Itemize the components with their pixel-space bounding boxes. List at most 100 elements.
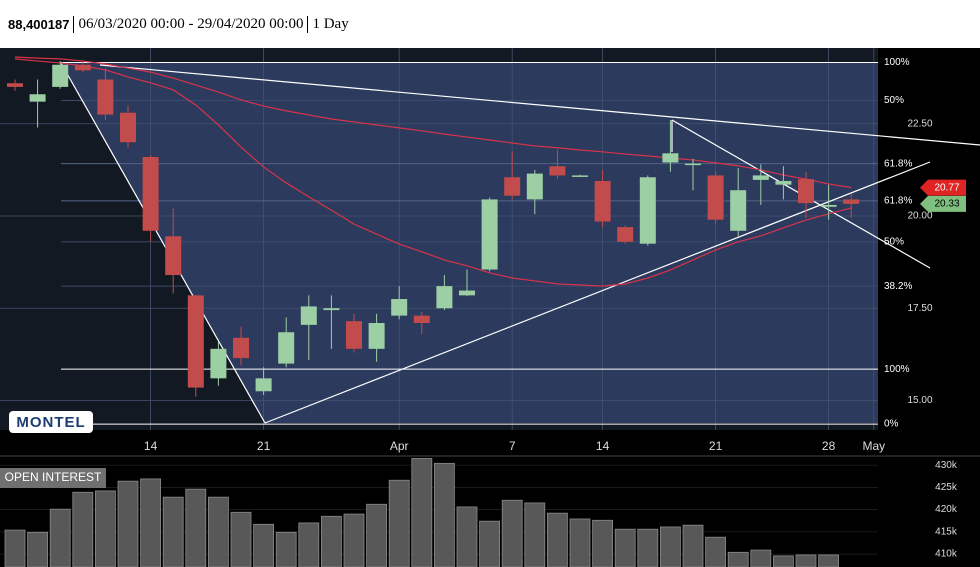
- axes: 14 21 Apr 7 14 21 28 May 15.00 17.50 20.00 22.50 100…: [144, 57, 966, 453]
- candle-body: [368, 323, 385, 349]
- logo-text: MONTEL: [16, 414, 85, 431]
- bar: [637, 528, 659, 567]
- candle-body: [413, 315, 430, 324]
- bar: [479, 520, 501, 567]
- bar: [388, 479, 410, 567]
- price-tag-label: 20.77: [934, 182, 959, 193]
- fib-zone: [61, 63, 878, 423]
- bar: [818, 554, 839, 567]
- y-tick-label: 20.00: [907, 211, 932, 222]
- bar: [547, 512, 568, 567]
- fib-label: 100%: [884, 57, 910, 68]
- x-tick-label: 21: [709, 439, 723, 453]
- bar: [411, 458, 433, 567]
- bar: [569, 518, 591, 567]
- fib-label: 50%: [884, 95, 904, 106]
- bar: [433, 462, 455, 567]
- price-tag-label: 20.33: [934, 198, 959, 209]
- bar: [117, 480, 139, 567]
- y-tick-label: 17.50: [907, 303, 932, 314]
- bar: [682, 524, 704, 567]
- moving-average-line: [14, 56, 852, 189]
- candle-body: [29, 94, 46, 102]
- y-tick-label: 425k: [935, 482, 958, 493]
- moving-averages: [14, 56, 852, 287]
- bar: [275, 531, 297, 567]
- bar: [343, 513, 365, 567]
- bar: [592, 519, 613, 567]
- bar: [456, 506, 478, 567]
- bar: [795, 554, 817, 567]
- y-tick-label: 430k: [935, 460, 958, 471]
- bar: [320, 515, 342, 567]
- candle-body: [187, 295, 204, 388]
- candle-body: [323, 308, 340, 311]
- open-interest-title: OPEN INTEREST: [0, 468, 106, 488]
- x-tick-label: 14: [144, 439, 158, 453]
- bar: [72, 491, 94, 567]
- candle-body: [52, 64, 69, 87]
- candle-body: [549, 166, 566, 176]
- candle-body: [120, 112, 136, 143]
- bar: [27, 531, 49, 567]
- instrument-id: 88,400187: [8, 16, 70, 32]
- header: 88,400187 06/03/2020 00:00 - 29/04/2020 …: [0, 0, 980, 48]
- candle-body: [7, 83, 23, 87]
- candle-body: [662, 153, 679, 163]
- candle-body: [300, 306, 317, 325]
- fib-label: 100%: [884, 364, 910, 375]
- fib-label: 50%: [884, 236, 904, 247]
- candle-body: [391, 299, 408, 316]
- candle-body: [142, 156, 159, 231]
- bar: [162, 496, 184, 567]
- candle-body: [639, 177, 656, 244]
- bar: [4, 529, 26, 567]
- chart: 14 21 Apr 7 14 21 28 May 15.00 17.50 20.00 22.50 100…: [0, 48, 980, 567]
- interval: 1 Day: [307, 15, 352, 33]
- candle-body: [504, 177, 521, 196]
- candle-body: [481, 199, 498, 270]
- candle-body: [775, 180, 792, 185]
- candle-body: [436, 286, 453, 309]
- candle-body: [730, 190, 747, 231]
- fib-levels: [61, 62, 878, 425]
- candle-body: [752, 175, 769, 180]
- price-tag: [920, 195, 966, 212]
- candle-body: [707, 175, 724, 220]
- moving-average-line: [14, 58, 852, 287]
- fib-label: 38.2%: [884, 281, 912, 292]
- candle-body: [526, 173, 543, 200]
- fib-label: 0%: [884, 419, 899, 430]
- fib-label: 61.8%: [884, 158, 912, 169]
- chart-title: OPEN INTEREST: [5, 470, 102, 484]
- bar: [140, 478, 162, 567]
- x-tick-label: 28: [822, 439, 836, 453]
- title-box: [0, 468, 106, 488]
- x-tick-label: 14: [596, 439, 610, 453]
- x-tick-label: Apr: [390, 439, 409, 453]
- trend-line: [264, 161, 931, 424]
- candle-body: [617, 227, 634, 242]
- grid: [0, 48, 878, 430]
- y-tick-label: 410k: [935, 549, 958, 560]
- candle-body: [685, 163, 701, 166]
- bar: [727, 551, 749, 567]
- x-tick-label: 21: [257, 439, 271, 453]
- trend-lines: [60, 62, 980, 424]
- candle-body: [843, 199, 860, 204]
- candles: [7, 61, 860, 397]
- candle-body: [97, 79, 114, 115]
- candle-body: [346, 321, 362, 349]
- bar: [366, 503, 388, 567]
- x-tick-label: May: [862, 439, 885, 453]
- bar: [253, 523, 275, 567]
- x-tick-label: 7: [509, 439, 516, 453]
- candle-body: [572, 175, 588, 177]
- bar: [773, 555, 794, 567]
- candle-body: [165, 236, 182, 276]
- bar: [49, 508, 71, 567]
- logo-box: [9, 411, 93, 433]
- candle-body: [74, 64, 91, 71]
- y-tick-label: 420k: [935, 504, 958, 515]
